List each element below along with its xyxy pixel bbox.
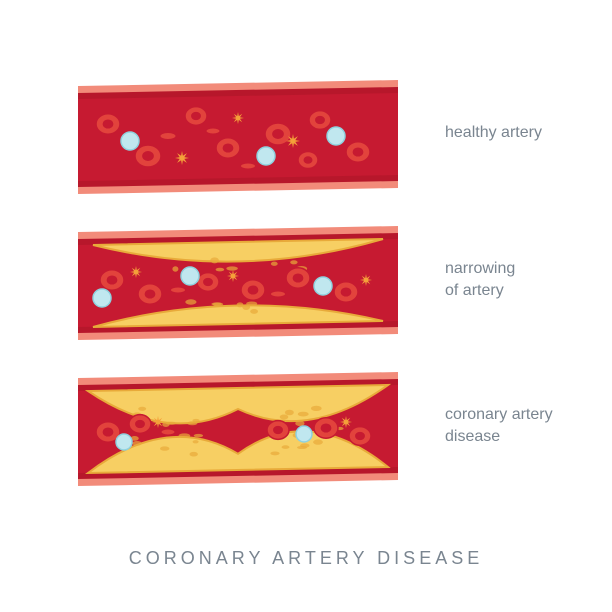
artery-disease	[78, 366, 398, 486]
artery-svg	[78, 366, 398, 486]
artery-svg	[78, 74, 398, 194]
artery-healthy	[78, 74, 398, 194]
diagram-title: CORONARY ARTERY DISEASE	[0, 548, 612, 569]
label-narrowing: narrowingof artery	[445, 258, 515, 301]
label-disease: coronary arterydisease	[445, 404, 553, 447]
artery-narrowing	[78, 220, 398, 340]
diagram-container: healthy artery narrowingof artery corona…	[0, 0, 612, 612]
artery-svg	[78, 220, 398, 340]
label-healthy: healthy artery	[445, 122, 542, 144]
